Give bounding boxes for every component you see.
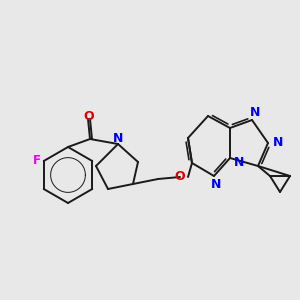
Text: N: N (113, 131, 123, 145)
Text: O: O (175, 170, 185, 184)
Text: N: N (234, 157, 244, 169)
Text: F: F (33, 154, 41, 167)
Text: N: N (273, 136, 283, 149)
Text: N: N (250, 106, 260, 118)
Text: O: O (84, 110, 94, 122)
Text: N: N (211, 178, 221, 190)
